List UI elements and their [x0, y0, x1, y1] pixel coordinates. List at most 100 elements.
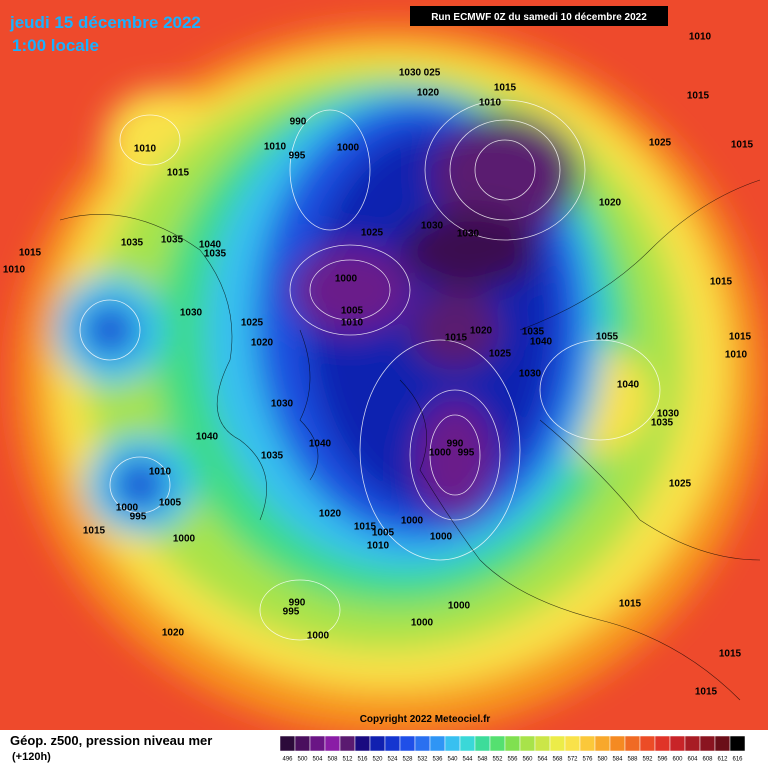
- legend-swatch: [729, 735, 746, 752]
- legend-value: 600: [672, 757, 683, 763]
- isobar-label: 995: [458, 448, 475, 459]
- isobar-label: 1000: [448, 601, 471, 612]
- isobar-label: 1010: [3, 265, 26, 276]
- legend-value: 496: [282, 757, 293, 763]
- isobar-label: 1030: [271, 399, 294, 410]
- legend-swatch: [654, 735, 671, 752]
- isobar-label: 1020: [417, 88, 440, 99]
- legend-value: 592: [642, 757, 653, 763]
- coastlines: [59, 179, 761, 701]
- legend-value: 516: [357, 757, 368, 763]
- legend-swatch: [639, 735, 656, 752]
- legend-value: 508: [327, 757, 338, 763]
- isobar-label: 995: [130, 512, 147, 523]
- map-subtitle: 1:00 locale: [12, 36, 99, 55]
- legend-swatch: [459, 735, 476, 752]
- legend-swatch: [579, 735, 596, 752]
- legend-value: 520: [372, 757, 383, 763]
- legend-swatch: [324, 735, 341, 752]
- legend-swatch: [534, 735, 551, 752]
- legend-swatch: [294, 735, 311, 752]
- legend-value: 612: [717, 757, 728, 763]
- isobar-label: 1020: [319, 509, 342, 520]
- legend-swatch: [279, 735, 296, 752]
- isobar-label: 1005: [372, 528, 395, 539]
- legend-value: 576: [582, 757, 593, 763]
- isobar-label: 1035: [204, 249, 227, 260]
- isobar-label: 1010: [264, 142, 287, 153]
- isobar-label: 1015: [719, 649, 742, 660]
- legend-value: 568: [552, 757, 563, 763]
- isobar-label: 1015: [83, 526, 106, 537]
- legend-swatch: [669, 735, 686, 752]
- isobar-label: 1040: [530, 337, 553, 348]
- legend-scale: 496 500 504 508 512 516 520 524 528 532 536 540 544 5…: [279, 735, 746, 763]
- legend-value: 580: [597, 757, 608, 763]
- legend-value: 572: [567, 757, 578, 763]
- isobar-label: 1010: [725, 350, 748, 361]
- legend-title: Géop. z500, pression niveau mer: [10, 733, 212, 748]
- legend-value: 532: [417, 757, 428, 763]
- legend-value: 544: [462, 757, 473, 763]
- legend-swatch: [429, 735, 446, 752]
- legend-swatch: [684, 735, 701, 752]
- isobar-label: 1015: [687, 91, 710, 102]
- isobar-label: 1015: [619, 599, 642, 610]
- isobar-label: 1025: [669, 479, 692, 490]
- legend-value: 504: [312, 757, 323, 763]
- isobar-label: 1005: [159, 498, 182, 509]
- isobar-label: 1010: [689, 32, 712, 43]
- isobar-label: 1025: [241, 318, 264, 329]
- isobar-label: 1010: [341, 318, 364, 329]
- legend-swatch: [609, 735, 626, 752]
- isobar-label: 1030: [457, 229, 480, 240]
- legend-value: 596: [657, 757, 668, 763]
- isobar-label: 1025: [489, 349, 512, 360]
- legend-value: 616: [732, 757, 743, 763]
- legend-value: 512: [342, 757, 353, 763]
- legend-swatch: [699, 735, 716, 752]
- run-box: [410, 6, 668, 26]
- legend-value: 588: [627, 757, 638, 763]
- isobar-label: 1035: [121, 238, 144, 249]
- isobar-label: 1035: [161, 235, 184, 246]
- legend-swatch: [369, 735, 386, 752]
- isobar-label: 1015: [729, 332, 752, 343]
- isobar-label: 1035: [522, 327, 545, 338]
- isobar-label: 1010: [134, 144, 157, 155]
- isobar-label: 1020: [162, 628, 185, 639]
- legend-swatch: [474, 735, 491, 752]
- legend-lead: (+120h): [12, 751, 51, 763]
- isobar-label: 1000: [116, 503, 139, 514]
- legend-swatch: [414, 735, 431, 752]
- legend-swatch: [384, 735, 401, 752]
- legend-value: 524: [387, 757, 398, 763]
- isobar-label: 1015: [354, 522, 377, 533]
- isobar-label: 1010: [149, 467, 172, 478]
- isobar-label: 1015: [695, 687, 718, 698]
- isobar-label: 1000: [411, 618, 434, 629]
- legend-swatch: [504, 735, 521, 752]
- run-info: Run ECMWF 0Z du samedi 10 décembre 2022: [431, 12, 647, 23]
- isobar-label: 1010: [479, 98, 502, 109]
- isobar-label: 1010: [367, 541, 390, 552]
- isobar-label: 1015: [445, 333, 468, 344]
- isobar-label: 1000: [337, 143, 360, 154]
- isobar-label: 1030: [519, 369, 542, 380]
- legend-swatch: [444, 735, 461, 752]
- legend-value: 536: [432, 757, 443, 763]
- map-title: jeudi 15 décembre 2022: [9, 13, 201, 32]
- isobars: [79, 99, 661, 641]
- legend-value: 608: [702, 757, 713, 763]
- isobar-label: 1000: [173, 534, 196, 545]
- legend-value: 552: [492, 757, 503, 763]
- isobar-label: 1020: [251, 338, 274, 349]
- isobar-label: 1055: [596, 332, 619, 343]
- isobar-label: 1000: [335, 274, 358, 285]
- isobar-label: 1040: [309, 439, 332, 450]
- isobar-label: 1030: [399, 68, 422, 79]
- legend-value: 560: [522, 757, 533, 763]
- isobar-label: 1005: [341, 306, 364, 317]
- map-field: [0, 0, 768, 730]
